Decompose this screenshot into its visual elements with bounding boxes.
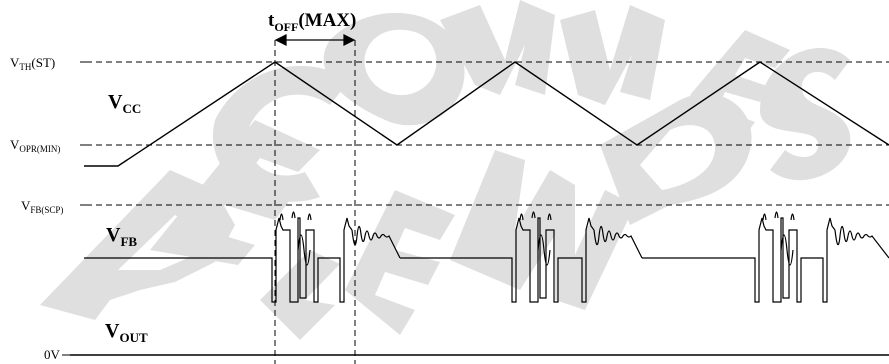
vout-label: VOUT — [105, 320, 148, 345]
vopr-min-label: VOPR(MIN) — [10, 137, 60, 154]
zero-volt-label: 0V — [44, 347, 61, 362]
vcc-waveform — [84, 61, 889, 167]
watermark — [40, 0, 851, 340]
vfb-scp-label: VFB(SCP) — [21, 198, 63, 215]
label-ticks — [62, 61, 86, 356]
toff-max-label: tOFF(MAX) — [268, 10, 356, 34]
vfb-waveform — [84, 211, 889, 303]
vfb-label: VFB — [106, 224, 137, 249]
vcc-label: VCC — [108, 91, 141, 116]
vth-st-label: VTH(ST) — [10, 55, 55, 72]
reference-lines — [86, 40, 889, 364]
toff-max-arrow — [274, 34, 356, 46]
